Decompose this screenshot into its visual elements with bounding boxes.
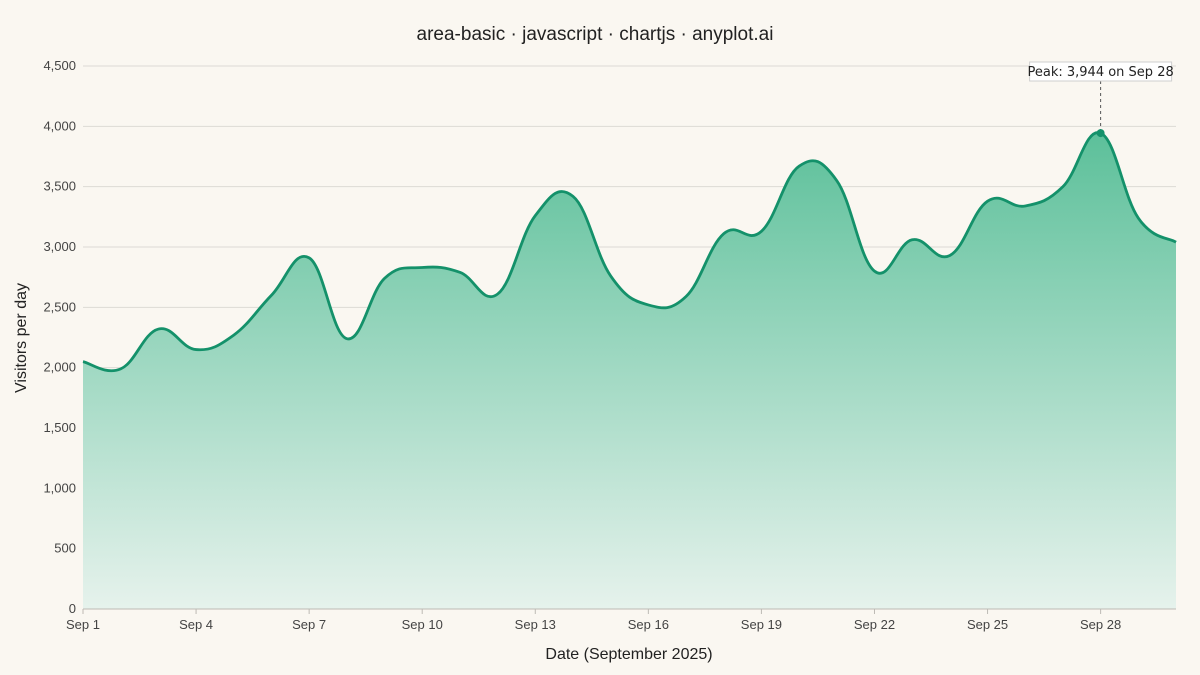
y-tick-label: 1,500 [43,420,76,435]
x-tick-label: Sep 25 [967,617,1008,632]
area-series [82,131,1177,610]
y-tick-label: 3,500 [43,179,76,194]
x-tick-label: Sep 7 [292,617,326,632]
x-tick-label: Sep 10 [402,617,443,632]
peak-point [1096,129,1105,138]
peak-annotation-box [1029,61,1173,82]
y-tick-label: 2,000 [43,360,76,375]
x-tick-label: Sep 4 [179,617,213,632]
x-tick-label: Sep 28 [1080,617,1121,632]
x-tick-label: Sep 16 [628,617,669,632]
peak-annotation-text: Peak: 3,944 on Sep 28 [1028,65,1174,80]
y-tick-label: 2,500 [43,299,76,314]
area-fill [83,132,1176,610]
peak-annotation: Peak: 3,944 on Sep 28 [1028,61,1174,138]
y-tick-label: 500 [54,541,76,556]
x-axis-label: Date (September 2025) [545,646,712,663]
x-tick-label: Sep 22 [854,617,895,632]
y-axis-label: Visitors per day [13,283,30,393]
y-tick-label: 4,000 [43,118,76,133]
x-tick-label: Sep 19 [741,617,782,632]
y-tick-label: 1,000 [43,480,76,495]
y-tick-label: 0 [69,601,76,616]
chart-title: area-basic · javascript · chartjs · anyp… [417,24,774,45]
area-line [82,131,1177,373]
y-tick-label: 3,000 [43,239,76,254]
x-axis-ticks: Sep 1 Sep 4 Sep 7 Sep 10 Sep 13 Sep 16 Sep 19 S… [66,609,1121,632]
x-tick-label: Sep 13 [515,617,556,632]
x-tick-label: Sep 1 [66,617,100,632]
y-axis-ticks: 0 500 1,000 1,500 2,000 2,500 3,000 3,500 4,000 4… [43,58,76,616]
y-tick-label: 4,500 [43,58,76,73]
